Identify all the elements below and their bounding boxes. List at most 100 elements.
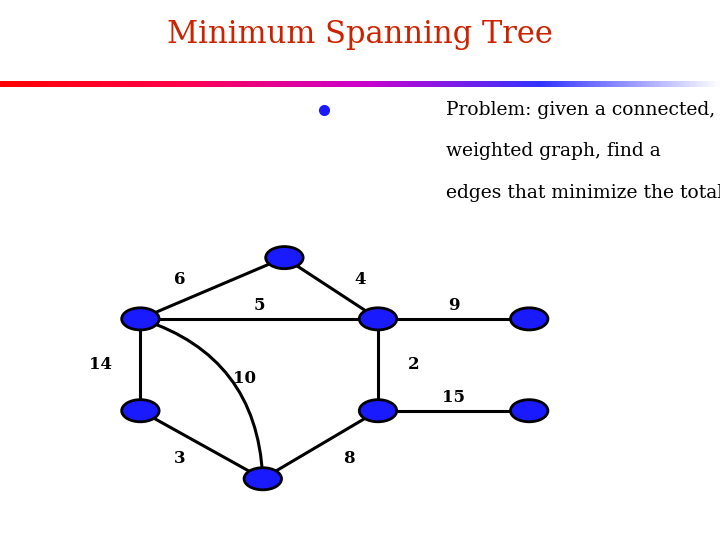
Bar [283, 81, 286, 87]
Bar [576, 81, 579, 87]
Bar [711, 81, 714, 87]
Bar [477, 81, 480, 87]
Bar [641, 81, 644, 87]
Bar [605, 81, 608, 87]
Bar [593, 81, 595, 87]
Bar [135, 81, 138, 87]
Bar [547, 81, 550, 87]
Bar [682, 81, 685, 87]
Bar [250, 81, 253, 87]
Bar [146, 81, 149, 87]
Bar [396, 81, 399, 87]
Ellipse shape [266, 247, 303, 269]
Bar [459, 81, 462, 87]
Bar [461, 81, 464, 87]
Bar [639, 81, 642, 87]
Bar [214, 81, 217, 87]
Bar [14, 81, 17, 87]
Bar [387, 81, 390, 87]
Bar [276, 81, 279, 87]
Bar [621, 81, 624, 87]
Bar [175, 81, 178, 87]
Bar [158, 81, 161, 87]
Bar [207, 81, 210, 87]
Bar [521, 81, 523, 87]
Text: 6: 6 [174, 271, 186, 288]
Bar [617, 81, 620, 87]
Bar [650, 81, 653, 87]
Bar [243, 81, 246, 87]
Bar [343, 81, 346, 87]
Bar [367, 81, 370, 87]
Bar [2, 81, 5, 87]
Bar [693, 81, 696, 87]
Bar [384, 81, 387, 87]
Bar [288, 81, 291, 87]
Bar [127, 81, 130, 87]
Bar [41, 81, 44, 87]
Bar [117, 81, 120, 87]
Bar [9, 81, 12, 87]
Bar [533, 81, 536, 87]
Bar [545, 81, 548, 87]
Bar [706, 81, 708, 87]
Bar [403, 81, 406, 87]
Bar [523, 81, 526, 87]
Bar [552, 81, 555, 87]
Bar [180, 81, 183, 87]
Ellipse shape [122, 400, 159, 422]
Bar [626, 81, 629, 87]
Bar [302, 81, 305, 87]
Bar [142, 81, 145, 87]
Bar [65, 81, 68, 87]
Bar [398, 81, 401, 87]
Bar [17, 81, 19, 87]
Bar [485, 81, 487, 87]
Bar [583, 81, 586, 87]
Bar [50, 81, 53, 87]
Bar [322, 81, 325, 87]
Bar [463, 81, 466, 87]
Bar [401, 81, 404, 87]
Text: weighted graph, find a: weighted graph, find a [446, 142, 667, 160]
Ellipse shape [359, 400, 397, 422]
Bar [108, 81, 111, 87]
Bar [67, 81, 70, 87]
Text: 15: 15 [442, 389, 465, 406]
Bar [473, 81, 476, 87]
Bar [29, 81, 32, 87]
Bar [372, 81, 375, 87]
Bar [218, 81, 221, 87]
Bar [96, 81, 99, 87]
Bar [718, 81, 720, 87]
Bar [677, 81, 680, 87]
Bar [439, 81, 442, 87]
Bar [235, 81, 238, 87]
Bar [261, 81, 264, 87]
Text: 9: 9 [448, 297, 459, 314]
Bar [70, 81, 73, 87]
Bar [418, 81, 420, 87]
Bar [63, 81, 66, 87]
Bar [607, 81, 610, 87]
Bar [686, 81, 689, 87]
Bar [27, 81, 30, 87]
Bar [379, 81, 382, 87]
Bar [189, 81, 192, 87]
Bar [0, 81, 3, 87]
Text: 8: 8 [343, 450, 355, 467]
Bar [432, 81, 435, 87]
Bar [125, 81, 127, 87]
Bar [101, 81, 104, 87]
Bar [454, 81, 456, 87]
Bar [151, 81, 154, 87]
Bar [36, 81, 39, 87]
Bar [89, 81, 91, 87]
Bar [228, 81, 231, 87]
Bar [355, 81, 358, 87]
Bar [266, 81, 269, 87]
Bar [113, 81, 116, 87]
Bar [346, 81, 348, 87]
Bar [475, 81, 478, 87]
Bar [451, 81, 454, 87]
